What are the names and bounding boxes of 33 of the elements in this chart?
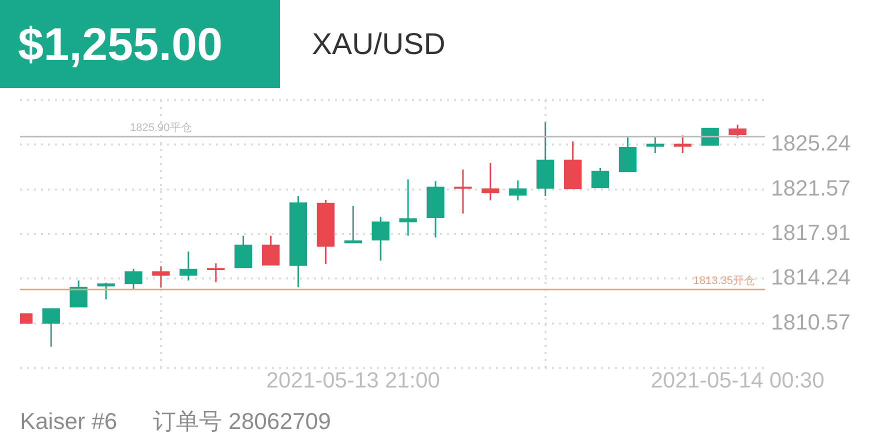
candlestick [701, 128, 719, 146]
y-tick-label: 1817.91 [771, 220, 851, 245]
candlestick [262, 235, 280, 266]
candlestick [454, 168, 472, 214]
candlestick [399, 178, 417, 237]
x-tick-label: 2021-05-13 21:00 [266, 367, 440, 392]
candlestick [70, 280, 88, 308]
ref-line-label: 1813.35开仓 [693, 274, 755, 287]
y-tick-label: 1821.57 [771, 175, 851, 200]
text: 订单号 28062709 [153, 408, 331, 434]
candlestick [728, 124, 746, 139]
candlestick [207, 262, 225, 283]
ref-line-label: 1825.90平仓 [130, 122, 192, 134]
text: Kaiser #6 [20, 408, 118, 434]
candlestick [180, 250, 198, 282]
chart-subtitle: XAU/USD [312, 28, 446, 62]
y-tick-label: 1810.57 [771, 309, 851, 334]
candlestick [646, 136, 664, 154]
candlestick [372, 216, 390, 262]
candlestick [674, 134, 692, 154]
candlestick [482, 162, 500, 202]
candlestick [97, 282, 115, 300]
candlestick [234, 235, 252, 269]
candlestick [152, 265, 170, 288]
candlestick [344, 205, 362, 244]
candlestick [124, 268, 142, 290]
candlestick [42, 308, 60, 348]
y-tick-label: 1825.24 [771, 130, 851, 156]
chart-title: $1,255.00 [18, 17, 223, 71]
x-tick-label: 2021-05-14 00:30 [650, 367, 824, 392]
candlestick [591, 167, 610, 189]
candlestick [509, 180, 527, 202]
y-tick-label: 1814.24 [771, 264, 851, 290]
